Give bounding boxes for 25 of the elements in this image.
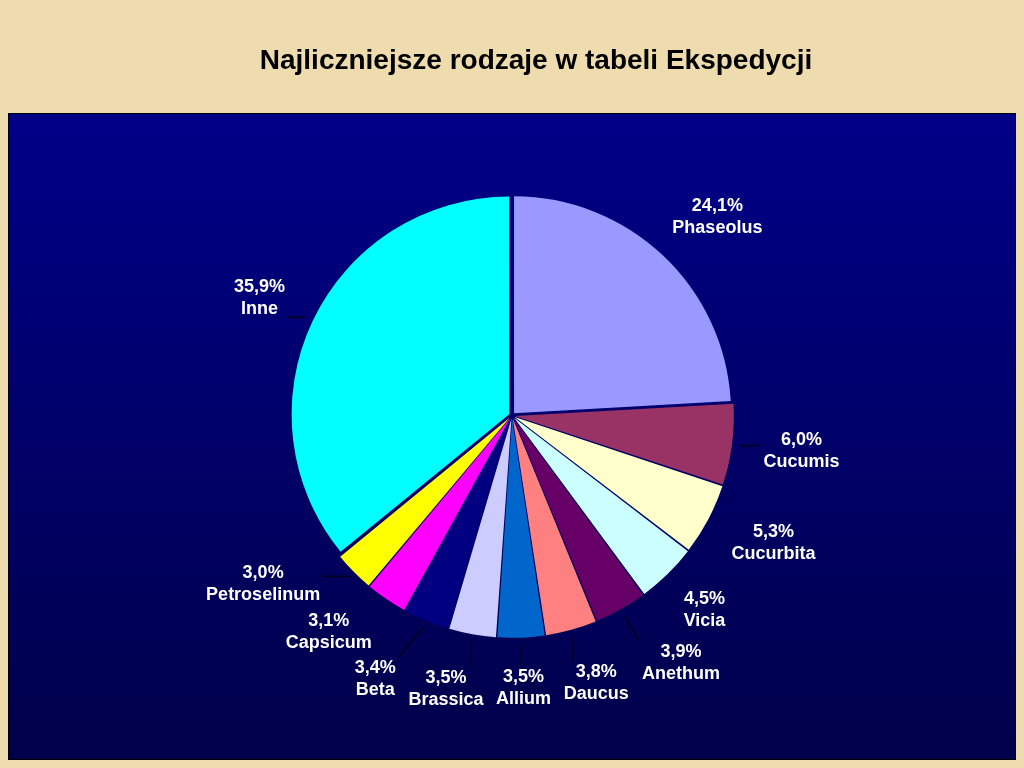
data-label: 3,4% [354,656,396,677]
slice-label: Allium [495,688,551,709]
slice-label: Cucurbita [731,543,817,564]
slice-label: Daucus [563,683,629,704]
slice-label: Capsicum [285,631,372,652]
slice-label: Phaseolus [672,217,763,238]
slice-label: Inne [240,298,278,319]
data-label: 3,9% [660,640,702,661]
data-label: 3,1% [308,609,350,630]
slice-label: Anethum [641,662,720,683]
data-label: 3,0% [242,562,284,583]
data-label: 3,5% [502,666,545,687]
data-label: 24,1% [691,195,743,216]
data-label: 35,9% [233,276,285,297]
data-label: 3,8% [575,661,617,682]
data-label: 3,5% [425,667,467,688]
data-label: 5,3% [753,521,795,542]
slice-label: Petroselinum [206,584,321,605]
chart-title: Najliczniejsze rodzaje w tabeli Ekspedycji [258,44,814,76]
slice-label: Brassica [408,689,485,710]
slice-label: Beta [355,678,396,699]
slice-label: Cucumis [763,451,840,472]
data-label: 4,5% [683,588,726,609]
slice-label: Vicia [683,610,727,631]
data-label: 6,0% [780,429,822,450]
